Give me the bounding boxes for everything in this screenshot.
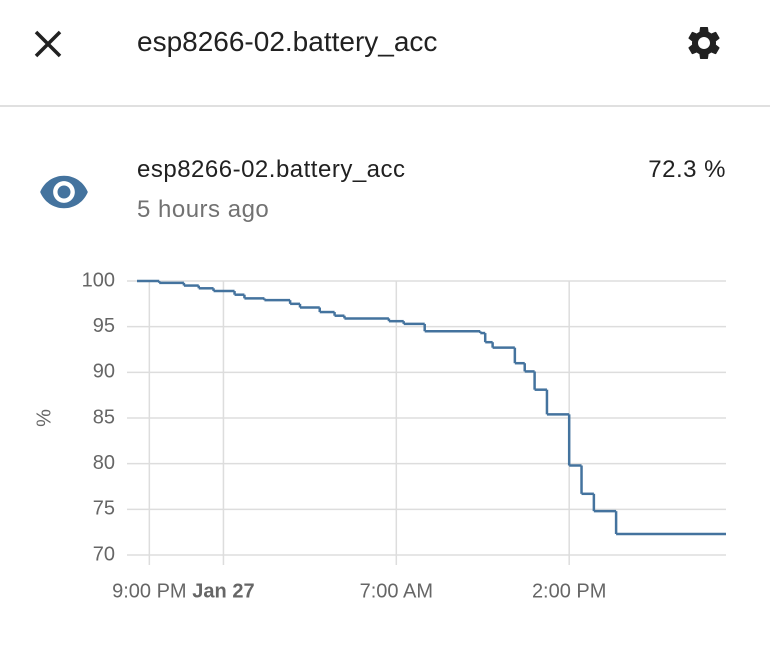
x-tick-label: 2:00 PM [532, 580, 606, 602]
settings-button[interactable] [684, 23, 724, 63]
y-tick-label: 80 [93, 452, 115, 474]
y-tick-label: 100 [82, 269, 115, 291]
dialog-title: esp8266-02.battery_acc [137, 26, 438, 57]
x-tick-label: 9:00 PM [112, 580, 186, 602]
y-tick-label: 90 [93, 361, 115, 383]
x-tick-label: Jan 27 [192, 580, 254, 602]
y-tick-label: 75 [93, 498, 115, 520]
y-axis-label: % [33, 409, 55, 427]
y-tick-label: 70 [93, 543, 115, 565]
entity-state: 72.3 % [648, 156, 726, 183]
entity-icon [40, 175, 88, 209]
y-tick-label: 85 [93, 406, 115, 428]
header: esp8266-02.battery_acc [0, 0, 770, 107]
last-changed: 5 hours ago [137, 196, 270, 223]
close-button[interactable] [30, 26, 66, 62]
y-tick-label: 95 [93, 315, 115, 337]
entity-name: esp8266-02.battery_acc [137, 156, 406, 183]
x-tick-label: 7:00 AM [360, 580, 433, 602]
